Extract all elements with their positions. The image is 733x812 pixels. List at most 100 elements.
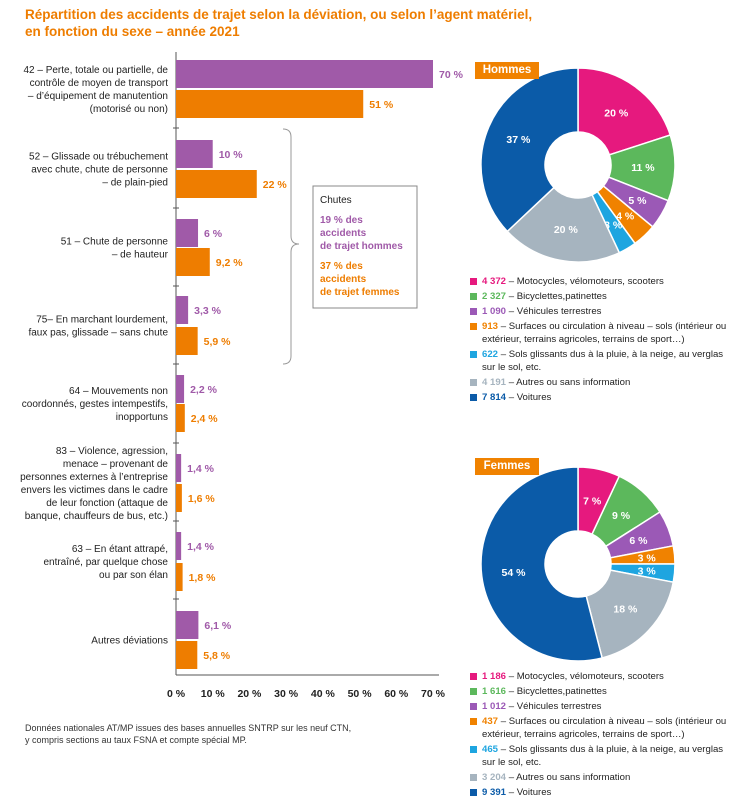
data-label-femmes: 5,9 % bbox=[204, 336, 232, 348]
category-label: 83 – Violence, agression, bbox=[56, 446, 168, 457]
femmes-slice-label: 6 % bbox=[629, 535, 648, 547]
hommes-legend-count: 913 bbox=[482, 321, 501, 332]
femmes-legend-item: 1 616 – Bicyclettes,patinettes bbox=[470, 685, 732, 698]
hommes-slice-label: 3 % bbox=[604, 219, 623, 231]
chutes-hommes-line: 19 % des bbox=[320, 215, 363, 226]
data-label-hommes: 1,4 % bbox=[187, 463, 215, 475]
femmes-legend-text: – Surfaces ou circulation à niveau – sol… bbox=[482, 716, 727, 740]
data-label-hommes: 1,4 % bbox=[187, 541, 215, 553]
femmes-legend-item: 1 012 – Véhicules terrestres bbox=[470, 700, 732, 713]
hommes-legend-count: 4 372 bbox=[482, 276, 509, 287]
hommes-legend-text: – Sols glissants dus à la pluie, à la ne… bbox=[482, 349, 724, 373]
femmes-slice-label: 18 % bbox=[613, 603, 638, 615]
bar-femmes bbox=[176, 90, 364, 118]
femmes-legend-swatch bbox=[470, 703, 477, 710]
femmes-slice-label: 54 % bbox=[502, 567, 527, 579]
data-label-hommes: 6,1 % bbox=[204, 620, 232, 632]
femmes-legend-text: – Véhicules terrestres bbox=[508, 701, 602, 712]
category-label: banque, chauffeurs de bus, etc.) bbox=[25, 511, 168, 522]
bar-femmes bbox=[176, 641, 198, 669]
x-tick-label: 0 % bbox=[167, 688, 186, 700]
data-label-femmes: 2,4 % bbox=[191, 413, 219, 425]
femmes-badge: Femmes bbox=[475, 458, 539, 475]
hommes-slice-label: 20 % bbox=[554, 224, 579, 236]
hommes-legend-item: 622 – Sols glissants dus à la pluie, à l… bbox=[470, 348, 732, 374]
chutes-bracket bbox=[282, 128, 300, 365]
category-label: 51 – Chute de personne bbox=[61, 237, 169, 248]
hommes-legend: 4 372 – Motocycles, vélomoteurs, scooter… bbox=[470, 275, 732, 406]
femmes-slice-autres bbox=[585, 569, 675, 659]
bar-hommes bbox=[176, 375, 185, 403]
chart-title-line-2: en fonction du sexe – année 2021 bbox=[25, 24, 240, 39]
hommes-legend-text: – Motocycles, vélomoteurs, scooters bbox=[508, 276, 664, 287]
bar-hommes bbox=[176, 611, 199, 639]
hommes-legend-text: – Véhicules terrestres bbox=[508, 306, 602, 317]
category-label: 63 – En étant attrapé, bbox=[72, 544, 168, 555]
femmes-legend-count: 9 391 bbox=[482, 787, 509, 798]
hommes-badge: Hommes bbox=[475, 62, 539, 79]
hommes-slice-label: 4 % bbox=[616, 210, 635, 222]
chart-title-line-1: Répartition des accidents de trajet selo… bbox=[25, 7, 533, 22]
hommes-legend-text: – Surfaces ou circulation à niveau – sol… bbox=[482, 321, 727, 345]
chart-title: Répartition des accidents de trajet selo… bbox=[25, 6, 545, 40]
femmes-slice-label: 9 % bbox=[612, 510, 631, 522]
data-label-femmes: 5,8 % bbox=[203, 650, 231, 662]
x-tick-label: 30 % bbox=[274, 688, 299, 700]
hommes-slice-label: 20 % bbox=[604, 107, 629, 119]
category-label: 64 – Mouvements non bbox=[69, 386, 168, 397]
x-tick-label: 50 % bbox=[348, 688, 373, 700]
bar-femmes bbox=[176, 404, 185, 432]
chutes-hommes-line: de trajet hommes bbox=[320, 241, 403, 252]
x-tick-label: 70 % bbox=[421, 688, 446, 700]
category-label: (motorisé ou non) bbox=[90, 104, 168, 115]
hommes-legend-swatch bbox=[470, 323, 477, 330]
hommes-slice-voitures bbox=[480, 67, 579, 233]
bar-hommes bbox=[176, 532, 182, 560]
bar-hommes bbox=[176, 454, 182, 482]
category-label: ou par son élan bbox=[99, 570, 168, 581]
category-label: envers les victimes dans le cadre bbox=[21, 485, 169, 496]
femmes-legend-count: 465 bbox=[482, 744, 501, 755]
hommes-slice-motocycles bbox=[577, 67, 672, 156]
x-tick-label: 10 % bbox=[201, 688, 226, 700]
hommes-legend-item: 2 327 – Bicyclettes,patinettes bbox=[470, 290, 732, 303]
femmes-legend-swatch bbox=[470, 746, 477, 753]
hommes-legend-count: 2 327 bbox=[482, 291, 509, 302]
femmes-legend-item: 465 – Sols glissants dus à la pluie, à l… bbox=[470, 743, 732, 769]
chutes-femmes-line: 37 % des bbox=[320, 261, 363, 272]
category-label: 52 – Glissade ou trébuchement bbox=[29, 152, 168, 163]
hommes-legend-swatch bbox=[470, 379, 477, 386]
bar-hommes bbox=[176, 60, 433, 88]
chutes-femmes-line: accidents bbox=[320, 274, 367, 285]
femmes-legend-count: 437 bbox=[482, 716, 501, 727]
hommes-slice-label: 37 % bbox=[506, 134, 531, 146]
hommes-legend-item: 1 090 – Véhicules terrestres bbox=[470, 305, 732, 318]
hommes-legend-item: 4 372 – Motocycles, vélomoteurs, scooter… bbox=[470, 275, 732, 288]
femmes-legend-count: 1 186 bbox=[482, 671, 509, 682]
category-label: personnes externes à l’entreprise bbox=[20, 472, 168, 483]
data-label-femmes: 9,2 % bbox=[216, 257, 244, 269]
femmes-legend-item: 437 – Surfaces ou circulation à niveau –… bbox=[470, 715, 732, 741]
hommes-legend-swatch bbox=[470, 394, 477, 401]
bar-femmes bbox=[176, 248, 210, 276]
chutes-box bbox=[312, 185, 418, 309]
femmes-legend-count: 1 616 bbox=[482, 686, 509, 697]
femmes-slice-label: 3 % bbox=[638, 553, 657, 565]
femmes-legend-item: 9 391 – Voitures bbox=[470, 786, 732, 799]
data-label-hommes: 3,3 % bbox=[194, 305, 222, 317]
femmes-legend-swatch bbox=[470, 688, 477, 695]
category-label: – de hauteur bbox=[112, 250, 169, 261]
source-note-line-2: y compris sections au taux FSNA et compt… bbox=[25, 735, 247, 745]
hommes-legend-swatch bbox=[470, 278, 477, 285]
chutes-box-title: Chutes bbox=[320, 195, 352, 206]
femmes-legend-swatch bbox=[470, 673, 477, 680]
femmes-legend-count: 1 012 bbox=[482, 701, 509, 712]
hommes-slice-autres bbox=[506, 186, 621, 263]
x-tick-label: 20 % bbox=[237, 688, 262, 700]
category-label: faux pas, glissade – sans chute bbox=[28, 328, 168, 339]
femmes-slice-label: 3 % bbox=[638, 565, 657, 577]
category-label: entraîné, par quelque chose bbox=[43, 557, 168, 568]
x-tick-label: 40 % bbox=[311, 688, 336, 700]
data-label-hommes: 70 % bbox=[439, 69, 464, 81]
